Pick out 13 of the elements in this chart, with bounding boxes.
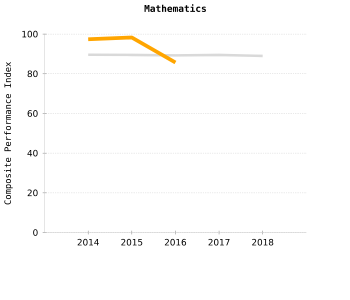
x-tick-label: 2016 [164,238,186,246]
y-tick-label: 100 [22,30,38,38]
y-tick-label: 80 [28,70,38,78]
chart-title: Mathematics [144,4,206,12]
y-tick-label: 60 [28,110,38,117]
y-tick-label: 20 [28,190,38,196]
x-tick-label: 2015 [121,238,142,246]
x-tick-label: 2014 [78,238,99,246]
x-tick-label: 2018 [252,238,274,246]
y-tick-label: 40 [27,150,38,156]
x-tick-label: 2017 [208,238,230,246]
y-tick-label: 0 [33,229,38,236]
y-axis-title: Composite Performance Index [4,62,13,204]
